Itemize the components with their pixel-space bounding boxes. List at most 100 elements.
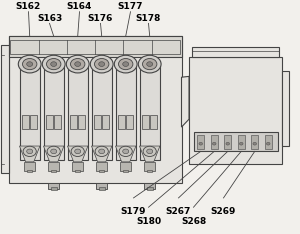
Polygon shape	[44, 146, 64, 162]
Bar	[20, 66, 40, 160]
Circle shape	[66, 55, 89, 73]
Bar	[147, 187, 153, 190]
Circle shape	[27, 149, 33, 154]
Circle shape	[51, 149, 57, 154]
Bar	[102, 115, 110, 129]
Bar	[100, 169, 104, 172]
Bar	[192, 47, 279, 57]
Circle shape	[123, 62, 129, 66]
Text: S269: S269	[211, 207, 236, 216]
Circle shape	[138, 55, 161, 73]
Text: S163: S163	[37, 14, 62, 23]
Bar	[118, 115, 125, 129]
Polygon shape	[92, 146, 112, 162]
Circle shape	[94, 58, 109, 70]
Polygon shape	[68, 146, 88, 162]
Bar	[197, 135, 205, 149]
Circle shape	[51, 62, 57, 66]
Bar	[96, 162, 107, 171]
Text: S180: S180	[136, 216, 161, 226]
Bar	[1, 45, 9, 173]
Text: S176: S176	[88, 14, 113, 23]
Circle shape	[119, 146, 132, 157]
Circle shape	[71, 146, 84, 157]
Bar	[211, 135, 218, 149]
Bar	[96, 183, 107, 189]
Bar	[22, 115, 29, 129]
Bar	[99, 187, 105, 190]
Bar	[238, 135, 245, 149]
Circle shape	[118, 58, 133, 70]
Circle shape	[99, 149, 105, 154]
Bar	[48, 162, 59, 171]
Circle shape	[114, 55, 137, 73]
Bar	[72, 162, 83, 171]
Bar	[9, 36, 182, 57]
Bar	[78, 115, 85, 129]
Bar	[11, 40, 180, 54]
Bar	[30, 115, 38, 129]
Circle shape	[70, 58, 85, 70]
Bar	[282, 71, 289, 146]
Circle shape	[47, 146, 60, 157]
Circle shape	[75, 62, 81, 66]
Circle shape	[95, 146, 108, 157]
Circle shape	[99, 62, 105, 66]
Bar	[126, 115, 134, 129]
Circle shape	[212, 142, 216, 145]
Polygon shape	[140, 146, 160, 162]
Bar	[120, 162, 131, 171]
Text: S179: S179	[121, 207, 146, 216]
Bar	[48, 183, 59, 189]
Bar	[194, 132, 278, 151]
Bar	[54, 115, 61, 129]
Bar	[140, 66, 160, 160]
Text: S177: S177	[118, 2, 143, 11]
Bar	[70, 115, 77, 129]
Bar	[265, 135, 272, 149]
Bar	[251, 135, 259, 149]
Bar	[116, 66, 136, 160]
Bar	[76, 169, 80, 172]
Bar	[68, 66, 88, 160]
Bar	[94, 115, 101, 129]
Polygon shape	[20, 146, 40, 162]
Circle shape	[253, 142, 256, 145]
Text: S178: S178	[136, 14, 161, 23]
Polygon shape	[116, 146, 136, 162]
Bar	[144, 162, 155, 171]
Circle shape	[123, 149, 129, 154]
Bar	[52, 169, 56, 172]
Bar	[124, 169, 128, 172]
Circle shape	[22, 58, 37, 70]
Bar	[46, 115, 53, 129]
Bar	[24, 162, 35, 171]
Circle shape	[27, 62, 33, 66]
Bar	[142, 115, 149, 129]
Circle shape	[46, 58, 61, 70]
Bar	[28, 169, 32, 172]
Circle shape	[226, 142, 230, 145]
Circle shape	[143, 146, 156, 157]
Bar	[44, 66, 64, 160]
Circle shape	[18, 55, 41, 73]
Bar	[9, 36, 182, 183]
Text: S164: S164	[67, 2, 92, 11]
Circle shape	[147, 149, 153, 154]
Text: S267: S267	[166, 207, 191, 216]
Bar	[150, 115, 158, 129]
Text: S162: S162	[16, 2, 41, 11]
Circle shape	[23, 146, 36, 157]
Circle shape	[75, 149, 81, 154]
Bar	[92, 66, 112, 160]
Circle shape	[239, 142, 243, 145]
Circle shape	[90, 55, 113, 73]
Bar	[51, 187, 57, 190]
Polygon shape	[182, 76, 189, 127]
Text: S268: S268	[181, 216, 206, 226]
Bar	[144, 183, 155, 189]
Circle shape	[199, 142, 202, 145]
Bar	[148, 169, 152, 172]
Circle shape	[142, 58, 157, 70]
Circle shape	[266, 142, 270, 145]
